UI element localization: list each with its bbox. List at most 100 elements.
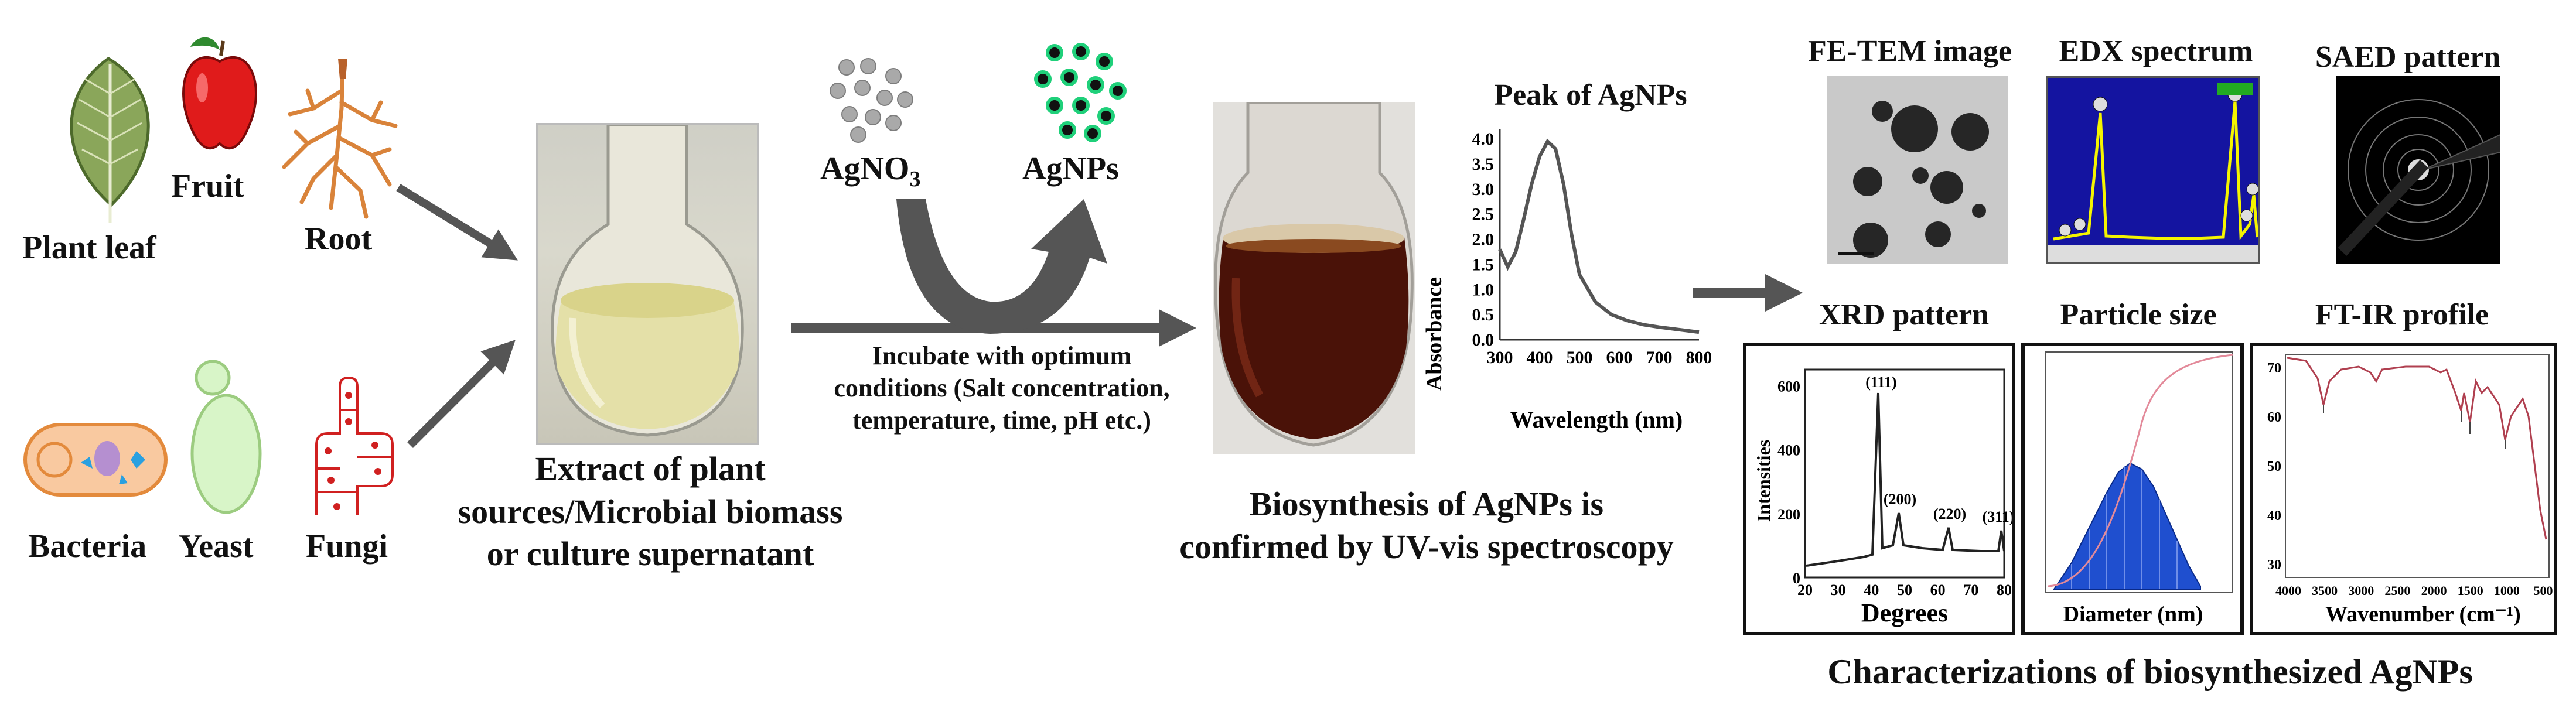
ftir-ytick-label: 70 [2267,361,2281,376]
xrd-ytick-label: 600 [1777,378,1800,395]
uv-xtick-label: 500 [1567,348,1593,367]
xrd-panel: Intensities 0 200 400 600 20 30 40 50 60 70 80 (1… [1743,343,2015,635]
uv-ytick-label: 4.0 [1472,129,1495,149]
uv-ytick-label: 0.0 [1472,330,1495,350]
conditions-caption: Incubate with optimum conditions (Salt c… [779,340,1224,436]
biosynthesis-caption-line2: confirmed by UV-vis spectroscopy [1179,527,1674,566]
ftir-ytick-label: 40 [2267,508,2281,524]
extract-caption-line1: Extract of plant [535,450,766,488]
uv-spectrum-line [1498,138,1700,334]
conditions-line3: temperature, time, pH etc.) [852,406,1151,435]
xrd-xtick-label: 40 [1864,582,1879,599]
uv-ytick-label: 2.5 [1472,205,1495,224]
yeast-icon [190,360,262,514]
fungi-label: Fungi [306,528,388,565]
ftir-xtick-label: 1000 [2494,583,2520,598]
bacteria-icon [23,423,168,497]
edx-spectrum [2046,76,2260,264]
plant-leaf-label: Plant leaf [22,230,156,266]
agnps-photo [1213,101,1415,454]
xrd-xtick-label: 20 [1797,582,1813,599]
saed-pattern [2336,76,2501,264]
xrd-pattern-line [1806,392,2005,567]
biosynthesis-caption-line1: Biosynthesis of AgNPs is [1249,485,1604,523]
edx-title: EDX spectrum [2059,35,2253,68]
xrd-xlabel: Degrees [1861,599,1948,627]
xrd-xtick-label: 50 [1897,582,1912,599]
xrd-peak-220: (220) [1933,505,1966,522]
ftir-xtick-label: 2000 [2421,583,2447,598]
bottom-arrow [407,340,516,448]
fruit-label: Fruit [171,168,244,204]
uv-ytick-label: 1.5 [1472,255,1495,274]
uv-xtick-label: 400 [1527,348,1553,367]
xrd-peak-111: (111) [1865,374,1896,391]
characterization-caption: Characterizations of biosynthesized AgNP… [1827,652,2473,691]
xrd-title: XRD pattern [1818,298,1990,331]
bacteria-label: Bacteria [28,528,147,565]
uv-ylabel: Absorbance [1422,277,1446,391]
apple-icon [182,37,257,150]
uv-chart-title: Peak of AgNPs [1494,78,1687,112]
fetem-title: FE-TEM image [1807,35,2012,68]
plant-leaf-icon [70,57,150,223]
ftir-xtick-label: 4000 [2275,583,2301,598]
ftir-ytick-label: 60 [2267,410,2281,425]
extract-caption-line2: sources/Microbial biomass [458,492,843,531]
uv-ytick-label: 0.5 [1472,305,1495,324]
ftir-xtick-label: 3000 [2348,583,2374,598]
uv-xtick-label: 800 [1686,348,1711,367]
particle-size-title: Particle size [2060,298,2217,331]
xrd-peak-311: (311) [1983,508,2012,525]
uv-xtick-label: 700 [1646,348,1673,367]
agnps-particles-icon [1034,43,1127,142]
uv-xtick-label: 600 [1606,348,1633,367]
xrd-peak-200: (200) [1884,491,1916,508]
particle-xlabel: Diameter (nm) [2063,602,2203,627]
ftir-profile-line [2287,357,2547,540]
ftir-xtick-label: 500 [2534,583,2553,598]
xrd-ylabel: Intensities [1753,440,1774,522]
uv-ytick-label: 2.0 [1472,230,1495,249]
ftir-panel: 70 60 50 40 30 4000 3500 3000 2500 2000 1500 1000 5… [2250,343,2557,635]
uv-ytick-label: 3.0 [1472,180,1495,199]
ftir-xtick-label: 3500 [2312,583,2338,598]
xrd-xtick-label: 60 [1930,582,1946,599]
yeast-label: Yeast [179,528,254,565]
xrd-ytick-label: 200 [1777,506,1800,523]
xrd-ytick-label: 0 [1793,570,1800,587]
particle-size-panel: Diameter (nm) [2021,343,2244,635]
uv-ytick-label: 3.5 [1472,155,1495,174]
xrd-ytick-label: 400 [1777,442,1800,459]
reaction-curved-arrow [896,199,1107,334]
extract-photo [536,123,759,445]
saed-title: SAED pattern [2315,40,2501,74]
fetem-image [1827,76,2008,264]
ftir-ytick-label: 30 [2267,558,2281,573]
xrd-xtick-label: 70 [1963,582,1978,599]
ftir-title: FT-IR profile [2315,298,2489,331]
biosynthesis-caption: Biosynthesis of AgNPs is confirmed by UV… [1148,483,1705,568]
extract-caption-line3: or culture supernatant [486,535,814,573]
uv-vis-chart: Absorbance 0.0 0.5 1.0 1.5 2.0 2.5 3.0 3.5 4.0 3… [1422,129,1711,433]
ftir-xlabel: Wavenumber (cm⁻¹) [2325,602,2521,627]
conditions-line2: conditions (Salt concentration, [834,374,1170,402]
uv-ytick-label: 1.0 [1472,280,1495,299]
fungi-icon [315,376,394,515]
agnps-label: AgNPs [1022,151,1119,187]
conditions-line1: Incubate with optimum [872,341,1132,370]
extract-caption: Extract of plant sources/Microbial bioma… [410,448,890,576]
ftir-xtick-label: 2500 [2384,583,2410,598]
agno3-text: AgNO [820,151,910,187]
top-arrow [396,184,518,261]
xrd-xtick-label: 80 [1997,582,2012,599]
uv-xlabel: Wavelength (nm) [1510,406,1683,433]
agno3-label: AgNO3 [820,152,920,190]
root-icon [282,59,398,219]
root-label: Root [305,221,373,257]
xrd-xtick-label: 30 [1831,582,1846,599]
ftir-ytick-label: 50 [2267,459,2281,474]
agno3-subscript: 3 [909,167,921,192]
uv-xtick-label: 300 [1487,348,1513,367]
agno3-particles-icon [830,58,913,143]
